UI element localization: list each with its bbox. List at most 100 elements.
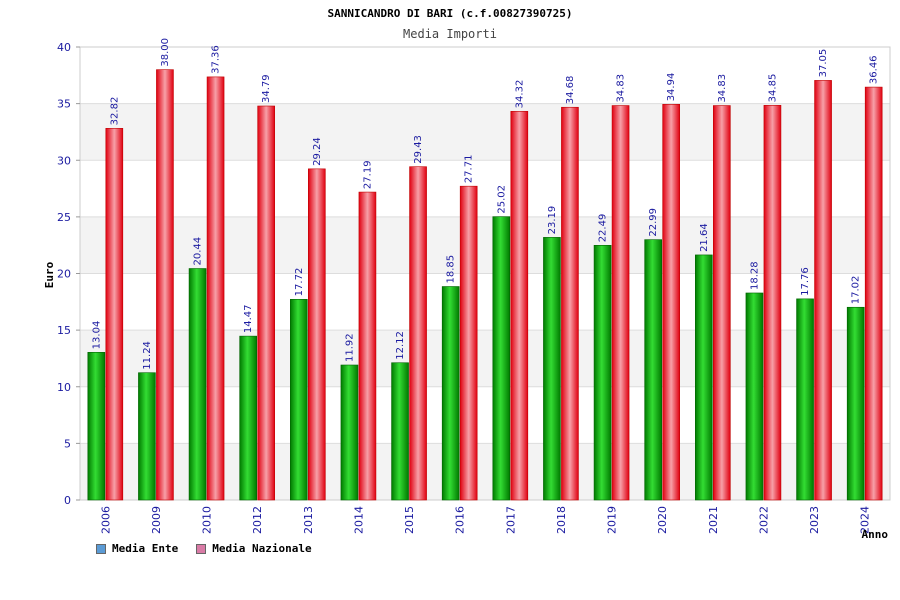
bar-value-label: 21.64 bbox=[699, 223, 710, 252]
bar-value-label: 25.02 bbox=[496, 185, 507, 214]
bar-media-ente bbox=[441, 286, 460, 501]
bar-media-nazionale bbox=[763, 105, 782, 501]
bar-media-nazionale bbox=[864, 86, 883, 501]
legend-item-media-nazionale: Media Nazionale bbox=[196, 542, 312, 555]
bar-media-nazionale bbox=[257, 105, 275, 501]
bar-media-nazionale bbox=[459, 185, 478, 501]
legend: Media Ente Media Nazionale bbox=[96, 542, 312, 555]
x-tick-label: 2014 bbox=[352, 506, 365, 534]
bar-value-label: 34.79 bbox=[261, 74, 272, 103]
bar-media-ente bbox=[695, 254, 713, 501]
y-axis-label: Euro bbox=[43, 261, 56, 288]
bar-media-nazionale bbox=[611, 105, 630, 501]
x-tick-label: 2006 bbox=[99, 506, 112, 534]
bar-media-ente bbox=[87, 352, 106, 501]
bar-value-label: 11.92 bbox=[344, 333, 355, 362]
bars-group: 13.04 32.82 11.24 38.00 20.44 37.36 14.47 34.79… bbox=[87, 38, 883, 501]
bar-value-label: 18.85 bbox=[446, 255, 457, 284]
y-tick-label: 20 bbox=[57, 268, 71, 281]
x-tick-label: 2021 bbox=[707, 506, 720, 534]
bar-media-ente bbox=[239, 335, 257, 501]
bar-value-label: 37.05 bbox=[818, 49, 829, 78]
x-tick-label: 2024 bbox=[859, 506, 872, 534]
legend-swatch-media-nazionale bbox=[196, 543, 207, 554]
x-tick-label: 2012 bbox=[251, 506, 264, 534]
bar-media-nazionale bbox=[713, 105, 731, 501]
bar-value-label: 34.85 bbox=[767, 74, 778, 103]
bar-value-label: 13.04 bbox=[91, 321, 102, 350]
x-axis: 2006 2009 2010 2012 2013 2014 2015 2016 2017 2018… bbox=[99, 506, 871, 534]
bar-value-label: 32.82 bbox=[109, 97, 120, 126]
bar-value-label: 34.32 bbox=[514, 80, 525, 109]
bar-media-nazionale bbox=[308, 168, 326, 501]
bar-media-nazionale bbox=[662, 104, 680, 501]
bar-value-label: 14.47 bbox=[243, 304, 254, 333]
y-tick-label: 15 bbox=[57, 324, 71, 337]
bar-value-label: 27.19 bbox=[362, 160, 373, 189]
x-tick-label: 2019 bbox=[606, 506, 619, 534]
legend-item-media-ente: Media Ente bbox=[96, 542, 178, 555]
legend-label-media-ente: Media Ente bbox=[112, 542, 179, 555]
bar-value-label: 34.83 bbox=[717, 74, 728, 103]
bar-value-label: 23.19 bbox=[547, 206, 558, 235]
x-tick-label: 2009 bbox=[150, 506, 163, 534]
y-tick-label: 35 bbox=[57, 98, 71, 111]
bar-value-label: 34.68 bbox=[565, 76, 576, 105]
bar-value-label: 17.72 bbox=[294, 268, 305, 297]
y-tick-label: 25 bbox=[57, 211, 71, 224]
bar-value-label: 22.49 bbox=[598, 214, 609, 243]
x-tick-label: 2017 bbox=[504, 506, 517, 534]
bar-media-ente bbox=[745, 292, 764, 501]
bar-media-ente bbox=[188, 268, 207, 501]
bar-media-nazionale bbox=[561, 106, 579, 501]
x-tick-label: 2013 bbox=[302, 506, 315, 534]
bar-media-ente bbox=[593, 245, 612, 501]
bar-value-label: 27.71 bbox=[464, 155, 475, 184]
bar-value-label: 17.76 bbox=[800, 267, 811, 296]
y-tick-label: 10 bbox=[57, 381, 71, 394]
bar-value-label: 17.02 bbox=[851, 276, 862, 305]
bar-value-label: 29.43 bbox=[413, 135, 424, 164]
bar-media-ente bbox=[290, 299, 308, 501]
bar-media-nazionale bbox=[814, 80, 832, 501]
x-tick-label: 2010 bbox=[201, 506, 214, 534]
x-axis-label: Anno bbox=[862, 528, 889, 541]
bar-media-ente bbox=[138, 372, 156, 501]
bar-media-ente bbox=[846, 306, 865, 501]
bar-media-nazionale bbox=[156, 69, 174, 501]
y-tick-label: 30 bbox=[57, 154, 71, 167]
bar-value-label: 29.24 bbox=[312, 137, 323, 166]
y-axis: 0 5 10 15 20 25 30 35 40 bbox=[57, 41, 80, 507]
bar-media-ente bbox=[796, 298, 814, 501]
bar-media-ente bbox=[391, 362, 409, 501]
bar-media-nazionale bbox=[409, 166, 427, 501]
bar-media-nazionale bbox=[105, 128, 124, 501]
x-tick-label: 2016 bbox=[454, 506, 467, 534]
bar-value-label: 12.12 bbox=[395, 331, 406, 360]
y-tick-label: 40 bbox=[57, 41, 71, 54]
y-tick-label: 0 bbox=[64, 494, 71, 507]
bar-value-label: 36.46 bbox=[869, 55, 880, 84]
bar-media-nazionale bbox=[510, 111, 529, 501]
legend-swatch-media-ente bbox=[96, 543, 106, 554]
chart-subtitle: Media Importi bbox=[403, 27, 497, 41]
bar-value-label: 20.44 bbox=[193, 237, 204, 266]
bar-value-label: 34.83 bbox=[616, 74, 627, 103]
y-tick-label: 5 bbox=[64, 437, 71, 450]
bar-media-ente bbox=[644, 239, 662, 501]
bar-media-nazionale bbox=[206, 76, 225, 501]
bar-value-label: 34.94 bbox=[666, 73, 677, 102]
bar-value-label: 38.00 bbox=[160, 38, 171, 67]
bar-value-label: 37.36 bbox=[211, 45, 222, 74]
x-tick-label: 2022 bbox=[757, 506, 770, 534]
bar-value-label: 22.99 bbox=[648, 208, 659, 237]
x-tick-label: 2015 bbox=[403, 506, 416, 534]
bar-media-nazionale bbox=[358, 191, 377, 501]
bar-value-label: 18.28 bbox=[749, 261, 760, 290]
bar-value-label: 11.24 bbox=[142, 341, 153, 370]
bar-media-ente bbox=[340, 364, 359, 501]
legend-label-media-nazionale: Media Nazionale bbox=[212, 542, 312, 555]
chart-title: SANNICANDRO DI BARI (c.f.00827390725) bbox=[327, 7, 572, 20]
bar-media-ente bbox=[543, 237, 561, 501]
x-tick-label: 2018 bbox=[555, 506, 568, 534]
